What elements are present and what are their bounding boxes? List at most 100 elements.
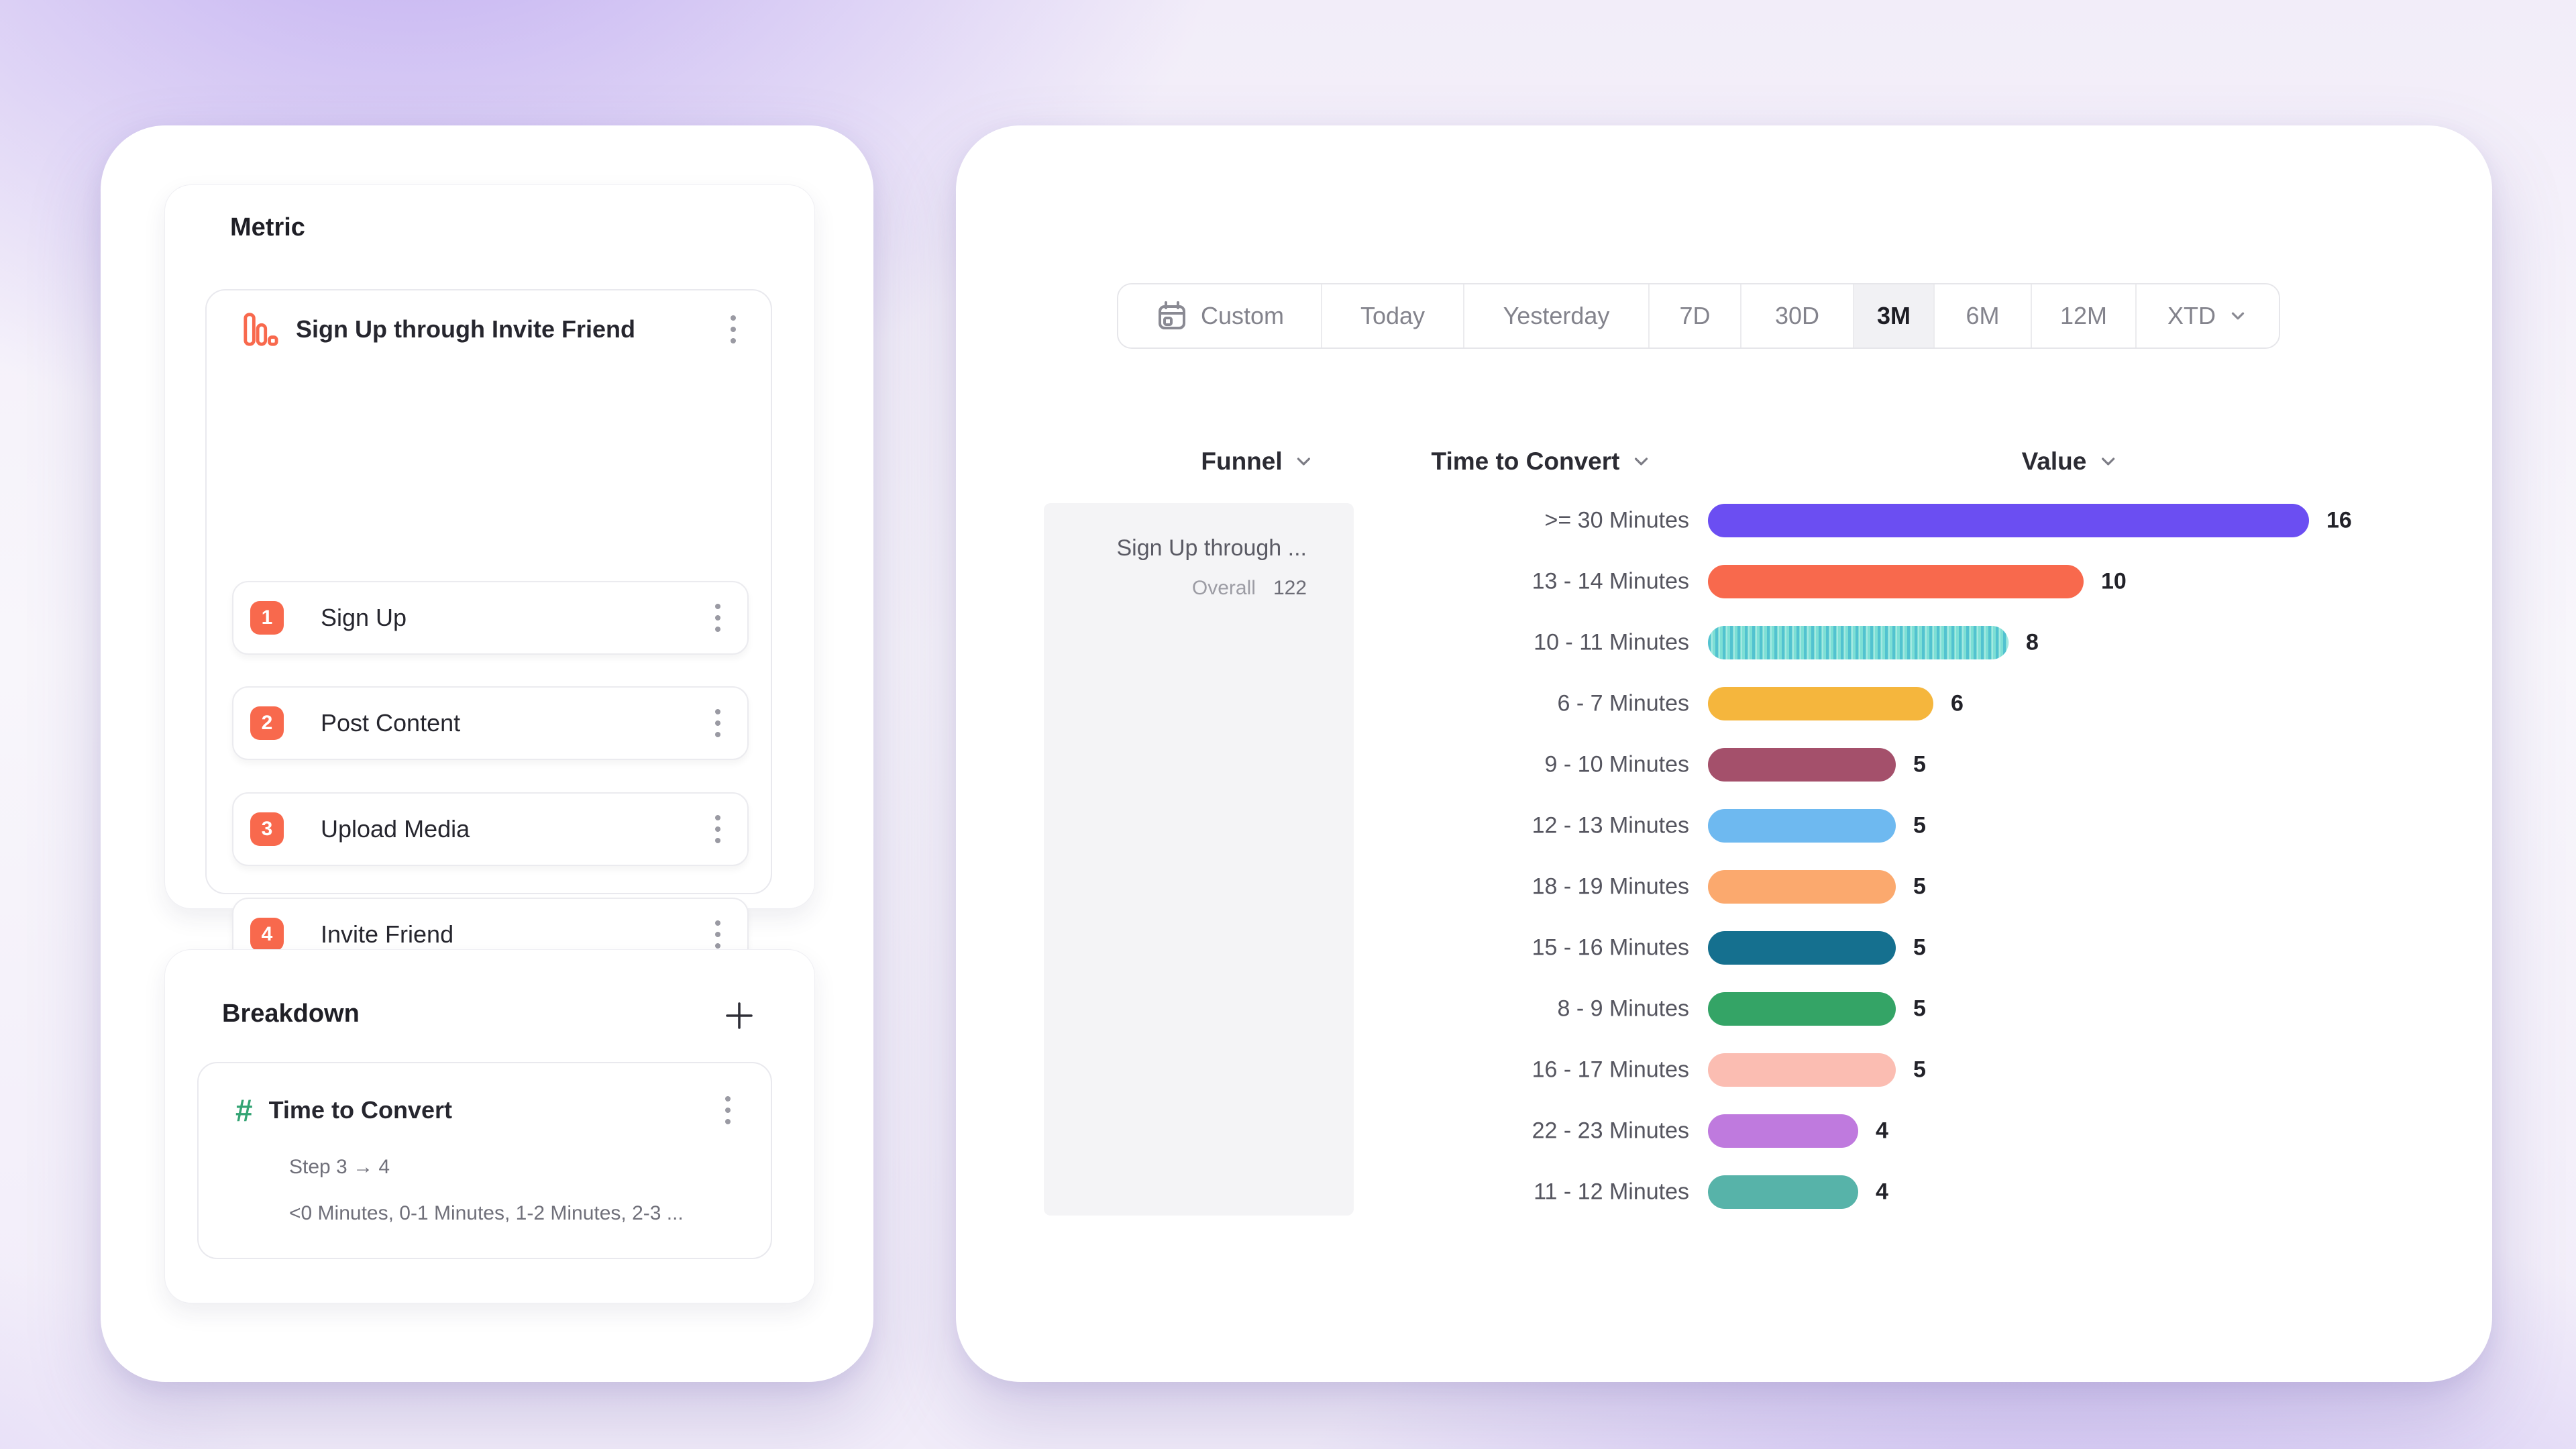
date-range-custom[interactable]: Custom (1118, 284, 1322, 347)
report-panel: Custom Today Yesterday 7D 30D 3M 6M 12M XTD Funn… (956, 125, 2492, 1382)
step-number-badge: 3 (250, 812, 284, 846)
funnel-kebab-menu-icon[interactable] (724, 309, 743, 350)
breakdown-kebab-menu-icon[interactable] (718, 1089, 737, 1131)
hash-icon: # (235, 1093, 253, 1128)
chevron-down-icon (1293, 451, 1315, 472)
step-kebab-menu-icon[interactable] (708, 597, 727, 639)
breakdown-buckets-preview: <0 Minutes, 0-1 Minutes, 1-2 Minutes, 2-… (289, 1202, 684, 1224)
breakdown-property-card: # Time to Convert Step 3 → 4 <0 Minutes,… (197, 1062, 772, 1259)
chevron-down-icon (2097, 451, 2118, 472)
funnel-summary-cell[interactable]: Sign Up through ... Overall 122 (1044, 503, 1354, 1216)
calendar-icon (1158, 301, 1185, 329)
date-range-label: Yesterday (1503, 302, 1610, 329)
chart-row: 16 - 17 Minutes 5 (956, 1053, 2492, 1087)
segment-label: 12 - 13 Minutes (1532, 812, 1689, 839)
date-range-6m[interactable]: 6M (1935, 284, 2032, 347)
chart-row: 22 - 23 Minutes 4 (956, 1114, 2492, 1148)
segment-label: 22 - 23 Minutes (1532, 1118, 1689, 1144)
date-range-label: 7D (1679, 302, 1711, 329)
segment-value: 5 (1913, 934, 1926, 961)
date-range-label: 6M (1966, 302, 2000, 329)
date-range-7d[interactable]: 7D (1650, 284, 1741, 347)
step-kebab-menu-icon[interactable] (708, 702, 727, 744)
breakdown-title-row[interactable]: # Time to Convert (199, 1063, 771, 1157)
segment-label: 10 - 11 Minutes (1534, 629, 1689, 655)
segment-bar[interactable] (1708, 504, 2309, 537)
segment-value: 16 (2326, 507, 2352, 533)
funnel-step-2[interactable]: 2 Post Content (232, 686, 749, 760)
segment-bar[interactable] (1708, 1175, 1858, 1209)
funnel-name: Sign Up through ... (1116, 535, 1307, 561)
segment-value: 5 (1913, 751, 1926, 777)
breakdown-step-range: Step 3 → 4 (289, 1156, 390, 1178)
chart-row: 11 - 12 Minutes 4 (956, 1175, 2492, 1209)
chart-row: 10 - 11 Minutes 8 (956, 626, 2492, 659)
step-label: Sign Up (321, 604, 407, 631)
funnel-title-row[interactable]: Sign Up through Invite Friend (207, 290, 771, 368)
chart-row: 12 - 13 Minutes 5 (956, 809, 2492, 843)
overall-value: 122 (1273, 577, 1307, 599)
query-builder-panel: Metric Sign Up through Invite Friend 1 Si… (101, 125, 873, 1382)
date-range-12m[interactable]: 12M (2032, 284, 2137, 347)
funnel-step-3[interactable]: 3 Upload Media (232, 792, 749, 866)
step-number-badge: 1 (250, 601, 284, 635)
segment-bar[interactable] (1708, 748, 1896, 782)
date-range-label: Custom (1200, 302, 1285, 329)
breakdown-heading: Breakdown (222, 1000, 360, 1028)
step-label: Invite Friend (321, 920, 454, 948)
segment-label: 9 - 10 Minutes (1544, 751, 1689, 777)
segment-bar[interactable] (1708, 626, 2008, 659)
step-label: Upload Media (321, 815, 470, 843)
step-label: Post Content (321, 709, 461, 737)
chart-row: 9 - 10 Minutes 5 (956, 748, 2492, 782)
segment-label: 11 - 12 Minutes (1534, 1179, 1689, 1205)
date-range-picker: Custom Today Yesterday 7D 30D 3M 6M 12M XTD (1117, 283, 2280, 349)
segment-bar[interactable] (1708, 565, 2084, 598)
chart-row: 18 - 19 Minutes 5 (956, 870, 2492, 904)
value-column-label: Value (2021, 447, 2087, 475)
segment-value: 5 (1913, 1057, 1926, 1083)
metric-heading: Metric (230, 213, 305, 241)
step-number-badge: 4 (250, 918, 284, 951)
time-to-convert-column-label: Time to Convert (1431, 447, 1620, 475)
overall-label: Overall (1191, 577, 1256, 599)
time-to-convert-column-header[interactable]: Time to Convert (1432, 447, 1652, 476)
segment-value: 5 (1913, 812, 1926, 839)
date-range-3m[interactable]: 3M (1854, 284, 1935, 347)
segment-value: 10 (2101, 568, 2127, 594)
segment-value: 4 (1876, 1179, 1888, 1205)
segment-bar[interactable] (1708, 931, 1896, 965)
segment-value: 5 (1913, 996, 1926, 1022)
date-range-label: 3M (1876, 302, 1911, 329)
funnel-step-1[interactable]: 1 Sign Up (232, 581, 749, 655)
date-range-today[interactable]: Today (1322, 284, 1464, 347)
step-number-badge: 2 (250, 706, 284, 740)
segment-label: 15 - 16 Minutes (1532, 934, 1689, 961)
segment-label: 13 - 14 Minutes (1532, 568, 1689, 594)
breakdown-property-label: Time to Convert (268, 1096, 452, 1124)
segment-bar[interactable] (1708, 992, 1896, 1026)
segment-bar[interactable] (1708, 809, 1896, 843)
funnel-overall: Overall 122 (1192, 577, 1307, 600)
segment-label: 6 - 7 Minutes (1557, 690, 1689, 716)
segment-bar[interactable] (1708, 1053, 1896, 1087)
funnel-column-header[interactable]: Funnel (1201, 447, 1314, 476)
chart-row: 13 - 14 Minutes 10 (956, 565, 2492, 598)
step-kebab-menu-icon[interactable] (708, 808, 727, 850)
date-range-30d[interactable]: 30D (1741, 284, 1854, 347)
segment-value: 5 (1913, 873, 1926, 900)
date-range-xtd[interactable]: XTD (2137, 284, 2279, 347)
step-kebab-menu-icon[interactable] (708, 914, 727, 955)
add-breakdown-button[interactable] (719, 996, 759, 1036)
funnel-title: Sign Up through Invite Friend (296, 315, 635, 343)
date-range-yesterday[interactable]: Yesterday (1464, 284, 1650, 347)
segment-bar[interactable] (1708, 870, 1896, 904)
segment-bar[interactable] (1708, 1114, 1858, 1148)
segment-label: 18 - 19 Minutes (1532, 873, 1689, 900)
date-range-label: XTD (2167, 302, 2216, 329)
value-column-header[interactable]: Value (2022, 447, 2119, 476)
breakdown-section: Breakdown # Time to Convert Step 3 → 4 <… (164, 949, 815, 1303)
segment-label: 16 - 17 Minutes (1532, 1057, 1689, 1083)
segment-label: 8 - 9 Minutes (1557, 996, 1689, 1022)
segment-bar[interactable] (1708, 687, 1933, 720)
